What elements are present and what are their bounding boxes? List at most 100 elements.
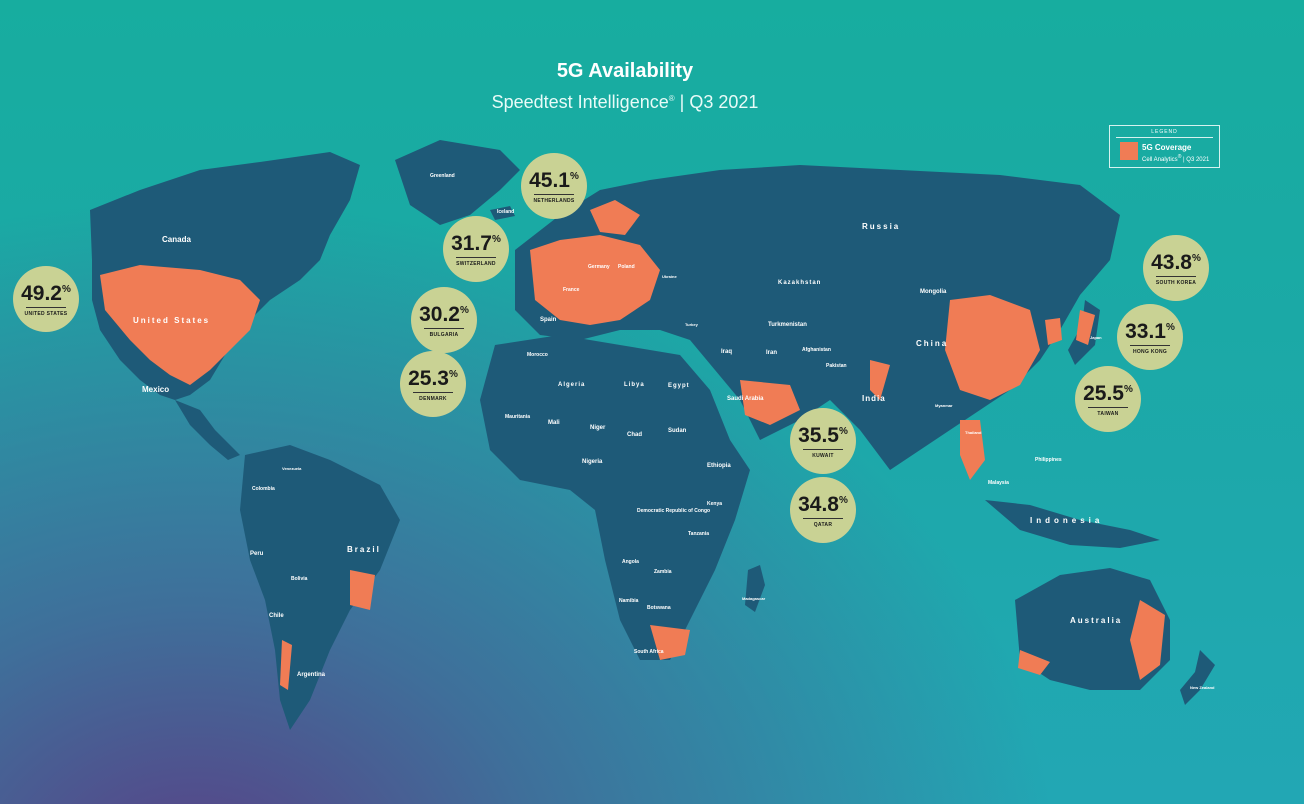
coverage-chile (280, 640, 292, 690)
coverage-usa (100, 265, 260, 385)
badge-kuwait: 35.5% KUWAIT (790, 408, 856, 474)
badge-divider (803, 449, 843, 450)
badge-number: 49.2 (21, 282, 62, 305)
map-legend: LEGEND 5G Coverage Cell Analytics® | Q3 … (1109, 125, 1220, 168)
label-thailand: Thailand (965, 430, 982, 435)
label-iran: Iran (766, 350, 777, 356)
badge-taiwan: 25.5% TAIWAN (1075, 366, 1141, 432)
coverage-middle-east (740, 380, 800, 425)
label-mongolia: Mongolia (920, 289, 947, 295)
badge-unit: % (448, 369, 458, 380)
badge-divider (424, 328, 464, 329)
label-canada: Canada (162, 235, 191, 244)
badge-denmark: 25.3% DENMARK (400, 351, 466, 417)
label-niger: Niger (590, 425, 606, 431)
badge-qatar: 34.8% QATAR (790, 477, 856, 543)
badge-unit: % (569, 171, 579, 182)
label-russia: Russia (862, 222, 900, 231)
label-myanmar: Myanmar (935, 403, 953, 408)
badge-divider (1130, 345, 1170, 346)
badge-number: 30.2 (419, 303, 460, 326)
label-poland: Poland (618, 264, 635, 270)
label-france: France (563, 287, 580, 293)
subtitle-period: | Q3 2021 (679, 92, 759, 112)
badge-bulgaria: 30.2% BULGARIA (411, 287, 477, 353)
central-america-landmass (175, 400, 240, 460)
badge-divider (413, 392, 453, 393)
legend-swatch (1120, 142, 1138, 160)
coverage-areas (100, 200, 1165, 690)
australia-landmass (1015, 568, 1170, 690)
badge-unit: % (1123, 384, 1133, 395)
badge-unit: % (1165, 322, 1175, 333)
label-drc: Democratic Republic of Congo (637, 508, 710, 514)
badge-value: 25.3% (400, 364, 466, 390)
coverage-europe (530, 235, 660, 325)
label-turkmenistan: Turkmenistan (768, 322, 807, 328)
label-china: China (916, 339, 948, 348)
badge-value: 33.1% (1117, 317, 1183, 343)
badge-value: 35.5% (790, 421, 856, 447)
label-sudan: Sudan (668, 428, 687, 434)
badge-unit: % (459, 305, 469, 316)
badge-unit: % (838, 495, 848, 506)
badge-country: TAIWAN (1097, 411, 1119, 417)
coverage-india (870, 360, 890, 400)
africa-landmass (480, 335, 750, 660)
badge-country: SWITZERLAND (456, 261, 496, 267)
badge-number: 25.5 (1083, 382, 1124, 405)
legend-source-name: Cell Analytics (1142, 157, 1178, 163)
label-greenland: Greenland (430, 173, 455, 179)
badge-number: 35.5 (798, 424, 839, 447)
label-angola: Angola (622, 559, 639, 565)
page-title: 5G Availability (556, 60, 694, 82)
label-egypt: Egypt (668, 383, 690, 389)
badge-unit: % (491, 234, 501, 245)
legend-source: Cell Analytics® | Q3 2021 (1142, 154, 1209, 163)
label-tanzania: Tanzania (688, 531, 709, 537)
subtitle-text: Speedtest Intelligence (491, 92, 669, 112)
label-usa: United States (133, 316, 210, 325)
newzealand-landmass (1180, 650, 1215, 705)
label-venezuela: Venezuela (282, 466, 302, 471)
badge-country: QATAR (813, 522, 833, 528)
south-america-landmass (240, 445, 400, 730)
coverage-southeast-asia (960, 420, 985, 480)
badge-unit: % (61, 284, 71, 295)
page-subtitle: Speedtest Intelligence® | Q3 2021 (0, 92, 1250, 113)
label-peru: Peru (250, 551, 264, 557)
badge-value: 34.8% (790, 490, 856, 516)
badge-number: 45.1 (529, 169, 570, 192)
label-southafrica: South Africa (634, 649, 664, 655)
badge-country: BULGARIA (429, 332, 459, 338)
badge-divider (26, 307, 66, 308)
badge-country: SOUTH KOREA (1155, 280, 1197, 286)
badge-unit: % (838, 426, 848, 437)
label-botswana: Botswana (647, 605, 671, 611)
coverage-australia-south (1018, 650, 1050, 675)
iceland-landmass (490, 206, 515, 220)
legend-heading: LEGEND (1116, 129, 1213, 138)
badge-unit: % (1191, 253, 1201, 264)
label-japan: Japan (1090, 335, 1102, 340)
badge-country: UNITED STATES (24, 311, 68, 317)
madagascar-landmass (745, 565, 765, 612)
badge-value: 43.8% (1143, 248, 1209, 274)
coverage-scandinavia (590, 200, 640, 235)
badge-netherlands: 45.1% NETHERLANDS (521, 153, 587, 219)
badge-switzerland: 31.7% SWITZERLAND (443, 216, 509, 282)
land-masses (90, 140, 1215, 730)
label-ethiopia: Ethiopia (707, 463, 731, 469)
label-colombia: Colombia (252, 486, 275, 492)
label-turkey: Turkey (685, 322, 699, 327)
label-chile: Chile (269, 613, 284, 619)
badge-united-states: 49.2% UNITED STATES (13, 266, 79, 332)
badge-divider (456, 257, 496, 258)
legend-item-label: 5G Coverage (1142, 143, 1192, 152)
label-australia: Australia (1070, 616, 1122, 625)
label-iceland: Iceland (497, 209, 514, 215)
coverage-korea-japan (1045, 310, 1095, 345)
coverage-china (945, 295, 1040, 400)
badge-country: DENMARK (419, 396, 447, 402)
